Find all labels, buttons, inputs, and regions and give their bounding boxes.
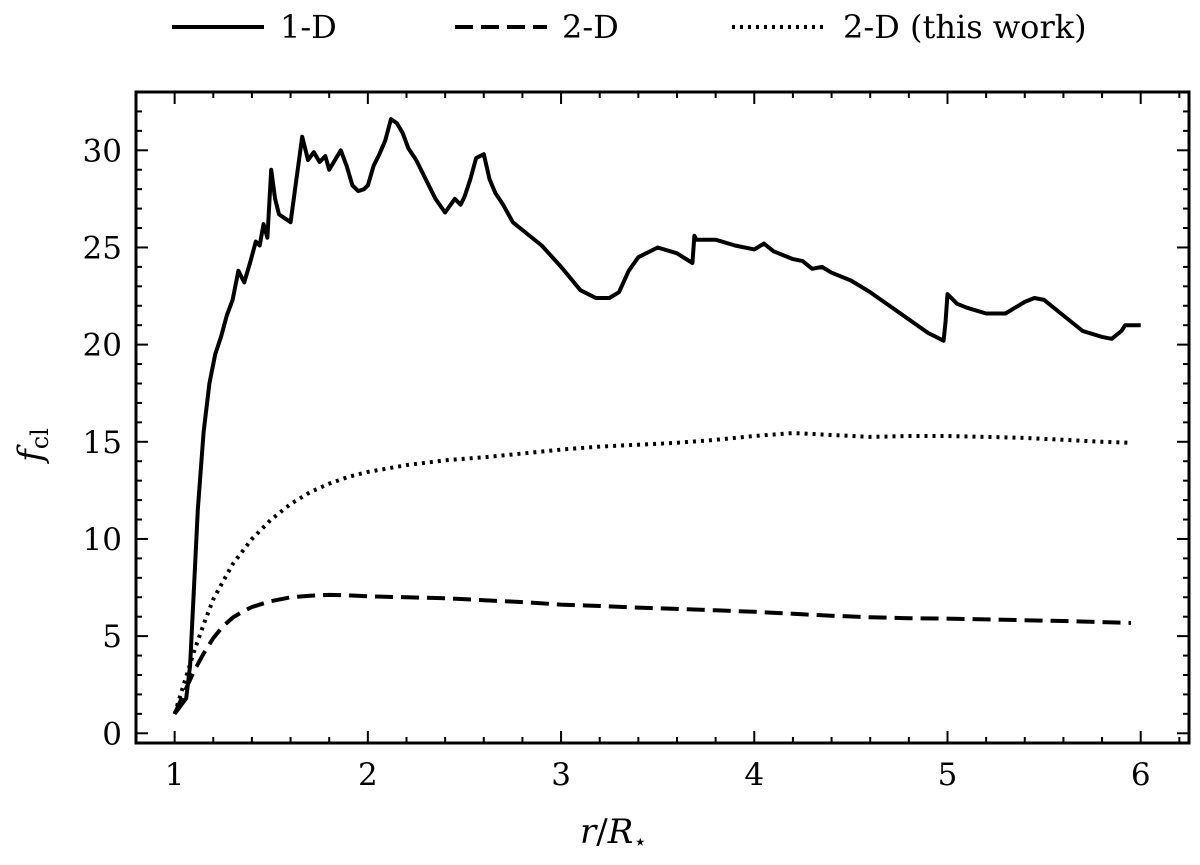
x-tick-label: 6 [1131,757,1151,793]
series-line-2-d [172,592,1132,715]
series-line-2-d-this-work [172,431,1132,715]
y-tick-label: 10 [83,522,122,558]
series-line-1-d [172,117,1141,716]
legend-label-1d: 1-D [280,8,337,46]
legend-label-2d-this-work: 2-D (this work) [843,8,1087,46]
x-tick-label: 3 [551,757,571,793]
axis-ticks: 1 2 3 4 5 6 0 5 10 15 20 25 30 [83,91,1189,793]
legend-label-2d: 2-D [562,8,619,46]
x-tick-label: 5 [938,757,958,793]
plot-frame [134,90,1191,745]
legend: 1-D 2-D 2-D (this work) [172,8,1087,46]
x-tick-label: 4 [744,757,764,793]
y-tick-label: 15 [83,425,122,461]
x-tick-label: 2 [358,757,378,793]
y-tick-label: 0 [102,716,122,752]
y-axis-label: fcl [11,428,54,465]
y-tick-label: 20 [83,328,122,364]
y-tick-label: 25 [83,230,122,266]
y-tick-label: 30 [83,133,122,169]
x-tick-label: 1 [165,757,185,793]
x-axis-label: r/R⋆ [580,812,647,855]
y-tick-label: 5 [102,619,122,655]
series-group [172,117,1141,716]
